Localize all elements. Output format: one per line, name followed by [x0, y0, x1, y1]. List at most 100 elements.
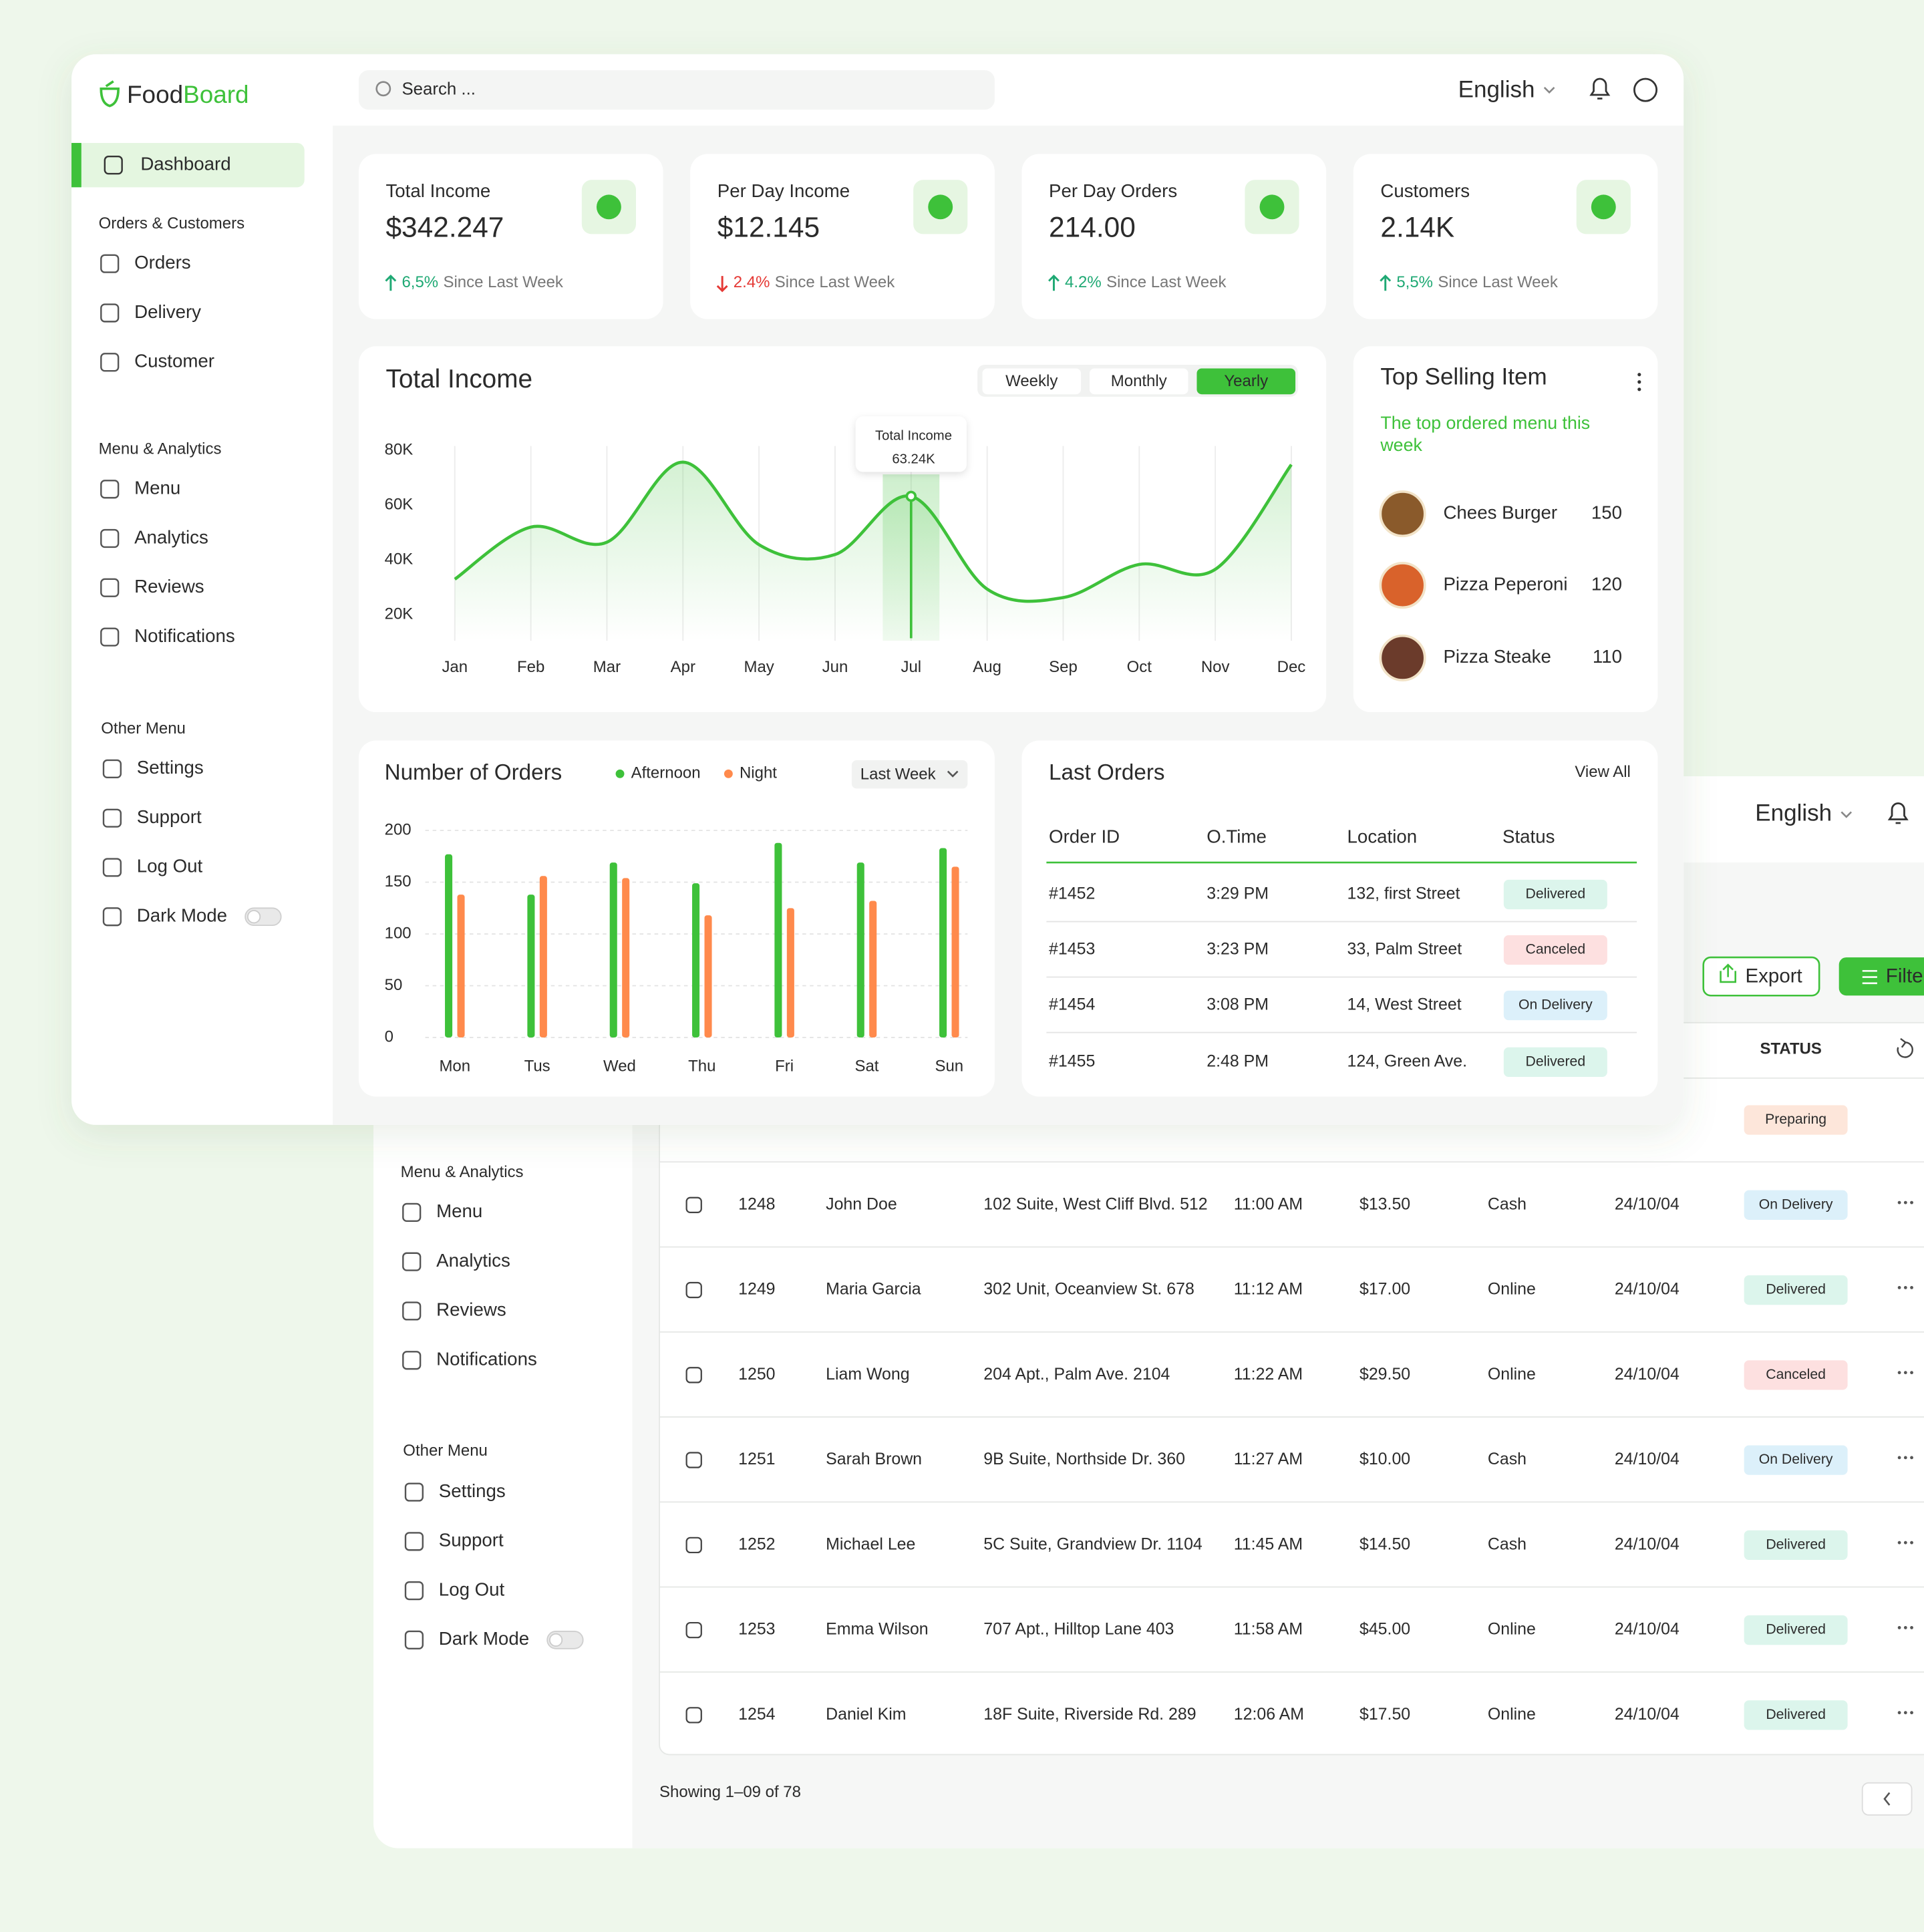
more-icon[interactable]	[1897, 1456, 1901, 1460]
filter-label: Filter	[1886, 965, 1924, 987]
tab[interactable]	[1089, 368, 1188, 395]
cell: 12:06 AM	[1234, 1705, 1304, 1724]
nav-item[interactable]: Settings	[439, 1480, 506, 1501]
cell: 3:08 PM	[1207, 995, 1269, 1014]
search-box[interactable]	[358, 70, 995, 110]
more-icon[interactable]	[1903, 1541, 1907, 1545]
language-select[interactable]: English	[1458, 77, 1535, 103]
cell: 204 Apt., Palm Ave. 2104	[983, 1365, 1170, 1384]
bar	[951, 866, 959, 1037]
nav-item[interactable]: Menu	[436, 1200, 482, 1221]
checkbox[interactable]	[685, 1707, 702, 1724]
card-title: Last Orders	[1049, 760, 1164, 785]
more-icon[interactable]	[1903, 1285, 1907, 1289]
more-icon[interactable]	[1910, 1541, 1913, 1545]
change-note: Since Last Week	[1438, 274, 1558, 292]
export-button[interactable]	[1702, 956, 1820, 997]
view-all-link[interactable]: View All	[1575, 763, 1631, 781]
bell-icon[interactable]	[1887, 802, 1909, 824]
checkbox[interactable]	[685, 1367, 702, 1384]
more-icon[interactable]	[1903, 1711, 1907, 1715]
more-icon[interactable]	[1897, 1711, 1901, 1715]
cell: $17.50	[1359, 1705, 1410, 1724]
menu-icon[interactable]	[1637, 380, 1641, 384]
refresh-icon[interactable]	[1897, 1037, 1913, 1058]
nav-item[interactable]: Reviews	[436, 1299, 506, 1320]
checkbox[interactable]	[685, 1281, 702, 1299]
nav-item[interactable]: Menu	[134, 478, 180, 498]
nav-item[interactable]: Support	[439, 1530, 504, 1551]
more-icon[interactable]	[1910, 1456, 1913, 1460]
menu-icon[interactable]	[1637, 387, 1641, 391]
more-icon[interactable]	[1903, 1200, 1907, 1204]
more-icon[interactable]	[1903, 1371, 1907, 1375]
more-icon[interactable]	[1910, 1371, 1913, 1375]
icon	[102, 759, 122, 779]
nav-item-active[interactable]: Dashboard	[140, 153, 230, 174]
more-icon[interactable]	[1897, 1541, 1901, 1545]
y-tick-label: 150	[385, 872, 412, 891]
status-badge	[1744, 1105, 1848, 1135]
filter-button[interactable]	[1838, 957, 1924, 996]
icon	[404, 1581, 424, 1601]
account-icon[interactable]	[1633, 77, 1658, 102]
more-icon[interactable]	[1897, 1371, 1901, 1375]
chevron-icon	[1840, 811, 1853, 818]
nav-item[interactable]: Log Out	[137, 856, 203, 876]
nav-item[interactable]: Analytics	[436, 1250, 510, 1271]
more-icon[interactable]	[1910, 1626, 1913, 1629]
more-icon[interactable]	[1903, 1456, 1907, 1460]
cell: 14, West Street	[1347, 995, 1462, 1014]
x-tick-label: Mon	[439, 1058, 470, 1076]
nav-item[interactable]: Dark Mode	[137, 905, 227, 926]
nav-item[interactable]: Delivery	[134, 301, 201, 322]
legend-label: Afternoon	[631, 764, 701, 782]
more-icon[interactable]	[1897, 1285, 1901, 1289]
nav-item[interactable]: Analytics	[134, 526, 208, 547]
checkbox[interactable]	[685, 1196, 702, 1213]
checkbox[interactable]	[685, 1537, 702, 1554]
cell: 3:29 PM	[1207, 884, 1269, 903]
nav-item[interactable]: Reviews	[134, 576, 204, 597]
period-select[interactable]	[851, 760, 968, 789]
nav-item[interactable]: Notifications	[436, 1349, 537, 1370]
more-icon[interactable]	[1897, 1200, 1901, 1204]
more-icon[interactable]	[1910, 1200, 1913, 1204]
tab[interactable]	[982, 368, 1082, 395]
x-tick-label: Nov	[1201, 658, 1230, 676]
bell-icon[interactable]	[1589, 77, 1611, 100]
checkbox[interactable]	[685, 1621, 702, 1639]
cell: 707 Apt., Hilltop Lane 403	[983, 1620, 1174, 1639]
item-name: Pizza Steake	[1443, 646, 1551, 667]
cell: $10.00	[1359, 1450, 1410, 1468]
column-header: Status	[1502, 826, 1555, 846]
nav-item[interactable]: Support	[137, 806, 202, 827]
menu-icon[interactable]	[1637, 373, 1641, 377]
section-title: Menu & Analytics	[99, 440, 222, 458]
nav-item[interactable]: Orders	[134, 252, 191, 273]
stat-value: 2.14K	[1380, 211, 1454, 243]
cell: 1252	[738, 1535, 775, 1553]
nav-item[interactable]: Settings	[137, 757, 204, 778]
more-icon[interactable]	[1897, 1626, 1901, 1629]
card	[1021, 740, 1658, 1097]
status-badge	[1744, 1530, 1848, 1560]
nav-item[interactable]: Customer	[134, 351, 214, 371]
tab[interactable]	[1196, 368, 1296, 395]
prev-page-button[interactable]	[1861, 1782, 1913, 1816]
nav-item[interactable]: Notifications	[134, 625, 235, 646]
more-icon[interactable]	[1910, 1711, 1913, 1715]
nav-item[interactable]: Dark Mode	[439, 1628, 529, 1649]
nav-item[interactable]: Log Out	[439, 1579, 505, 1599]
status-label: Delivered	[1766, 1622, 1826, 1637]
cell: 1249	[738, 1280, 775, 1299]
more-icon[interactable]	[1910, 1285, 1913, 1289]
cell: #1453	[1049, 940, 1095, 959]
line-area	[454, 462, 1291, 641]
checkbox[interactable]	[685, 1452, 702, 1468]
cell: 132, first Street	[1347, 884, 1460, 903]
more-icon[interactable]	[1903, 1626, 1907, 1629]
card-subtitle: The top ordered menu this week	[1380, 414, 1591, 456]
item-count: 120	[1591, 573, 1622, 594]
chevron-icon	[1883, 1792, 1891, 1806]
